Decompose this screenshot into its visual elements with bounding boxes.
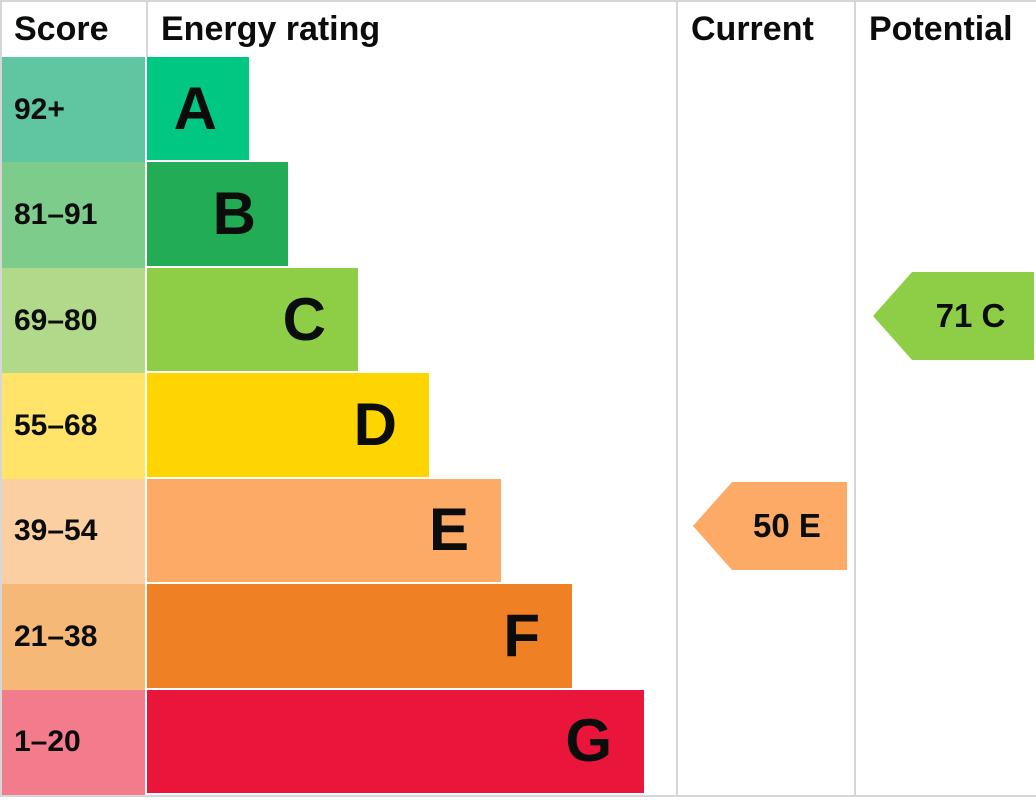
- score-label: 92+: [14, 92, 65, 126]
- divider-score-rating: [146, 0, 148, 57]
- band-row-f: 21–38 F: [0, 584, 1036, 690]
- header-potential: Potential: [869, 10, 1013, 48]
- header-current: Current: [691, 10, 814, 48]
- potential-rating-label: 71 C: [935, 297, 1006, 334]
- rating-letter: E: [428, 496, 469, 564]
- score-label: 1–20: [14, 725, 81, 759]
- chart-header: Score Energy rating Current Potential: [0, 2, 1036, 57]
- band-row-c: 69–80 C: [0, 267, 1036, 374]
- score-label: 39–54: [14, 514, 98, 548]
- score-cell: 21–38: [2, 584, 145, 690]
- rating-bar: F: [147, 584, 572, 688]
- score-cell: 39–54: [2, 478, 145, 585]
- rating-letter: F: [503, 601, 540, 669]
- score-cell: 81–91: [2, 162, 145, 268]
- rating-bar: B: [147, 162, 288, 266]
- rating-letter: B: [212, 180, 256, 248]
- score-label: 81–91: [14, 198, 98, 232]
- band-row-a: 92+ A: [0, 57, 1036, 163]
- rating-letter: G: [565, 707, 612, 775]
- score-cell: 69–80: [2, 267, 145, 374]
- score-label: 55–68: [14, 408, 98, 442]
- header-score: Score: [14, 10, 109, 48]
- score-label: 21–38: [14, 619, 98, 653]
- score-cell: 1–20: [2, 689, 145, 795]
- current-rating-label: 50 E: [753, 507, 821, 544]
- score-cell: 55–68: [2, 373, 145, 479]
- band-row-g: 1–20 G: [0, 689, 1036, 795]
- band-row-d: 55–68 D: [0, 373, 1036, 479]
- divider-potential-column: [854, 0, 856, 797]
- chart-border-bottom: [0, 795, 1036, 797]
- band-row-b: 81–91 B: [0, 162, 1036, 268]
- score-label: 69–80: [14, 303, 98, 337]
- potential-rating-arrow: 71 C: [873, 272, 1034, 360]
- rating-letter: C: [282, 285, 326, 353]
- rating-bar: G: [147, 689, 644, 793]
- chart-border-top: [0, 0, 1036, 2]
- rating-letter: D: [353, 390, 397, 458]
- rating-bar: C: [147, 267, 358, 372]
- chart-border-left: [0, 0, 2, 797]
- band-rows: 92+ A 81–91 B 69–80 C 55–68 D 39–54 E 21…: [0, 57, 1036, 795]
- divider-current-column: [676, 0, 678, 797]
- score-cell: 92+: [2, 57, 145, 163]
- rating-bar: E: [147, 478, 501, 583]
- rating-letter: A: [173, 74, 217, 142]
- rating-bar: A: [147, 57, 249, 161]
- header-energy-rating: Energy rating: [161, 10, 381, 48]
- band-row-e: 39–54 E: [0, 478, 1036, 585]
- rating-bar: D: [147, 373, 429, 477]
